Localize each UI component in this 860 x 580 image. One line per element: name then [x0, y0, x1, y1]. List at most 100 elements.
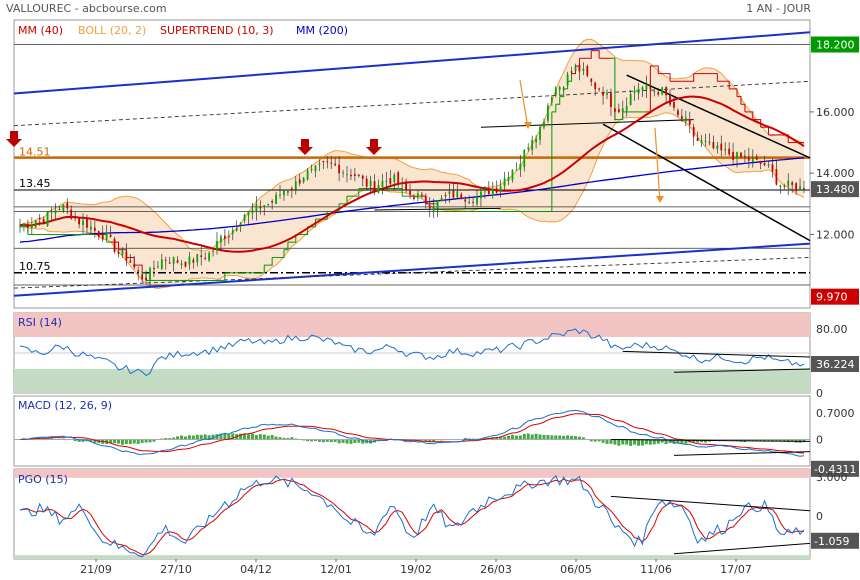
macd-hist-bar	[77, 439, 81, 442]
candle	[227, 230, 230, 244]
candle	[673, 95, 675, 111]
macd-hist-bar	[696, 439, 700, 443]
supertrend-segment	[610, 57, 616, 120]
candle-body	[220, 236, 222, 243]
candle-body	[558, 87, 561, 90]
candle-body	[539, 126, 541, 140]
candle	[799, 178, 801, 191]
macd-hist-bar	[136, 439, 140, 444]
supertrend-segment	[733, 88, 738, 97]
candle	[172, 256, 175, 272]
axis-badge-label-2: 9.970	[816, 291, 848, 304]
macd-hist-bar	[124, 439, 128, 445]
y-tick-label: 14.000	[816, 167, 855, 180]
candle	[342, 169, 344, 178]
rsi-overbought-zone	[14, 313, 810, 337]
supertrend-segment	[323, 211, 328, 220]
macd-hist-bar	[672, 439, 676, 444]
macd-hist-bar	[774, 439, 778, 442]
level-label-10-75: 10.75	[19, 260, 51, 273]
macd-hist-bar	[510, 434, 514, 440]
candle-body	[550, 97, 553, 103]
macd-hist-bar	[227, 434, 231, 440]
candle-body	[153, 267, 155, 269]
candle-body	[440, 198, 443, 202]
macd-hist-bar	[518, 435, 522, 440]
macd-hist-bar	[329, 439, 333, 443]
candle	[424, 193, 427, 209]
macd-hist-bar	[42, 438, 46, 440]
macd-hist-bar	[542, 434, 546, 440]
candle-body	[428, 205, 431, 209]
candle	[562, 85, 565, 92]
macd-hist-bar	[613, 439, 617, 445]
candle-body	[381, 180, 384, 188]
macd-hist-bar	[463, 437, 467, 440]
macd-hist-bar	[704, 439, 708, 443]
macd-hist-bar	[317, 439, 321, 442]
candle	[460, 192, 463, 200]
candle-body	[594, 82, 597, 90]
supertrend-segment	[311, 219, 316, 228]
candle	[310, 164, 313, 173]
macd-hist-bar	[219, 433, 223, 440]
candle-body	[188, 256, 191, 265]
candle-body	[696, 137, 699, 141]
macd-hist-bar	[570, 435, 574, 440]
supertrend-segment	[268, 257, 273, 266]
macd-hist-bar	[633, 439, 637, 445]
candle	[476, 189, 478, 207]
candle	[101, 225, 104, 242]
candle-body	[255, 204, 258, 212]
macd-hist-bar	[680, 439, 684, 444]
macd-hist-bar	[191, 435, 195, 440]
legend-item-2: SUPERTREND (10, 3)	[160, 24, 274, 37]
candle	[547, 103, 549, 124]
candle-body	[795, 183, 798, 192]
candle	[267, 203, 270, 207]
pgo-value-label: -1.059	[814, 535, 849, 548]
candle-body	[342, 172, 344, 174]
macd-hist-bar	[782, 439, 786, 442]
support-segment-1	[480, 119, 694, 128]
candle-body	[755, 156, 758, 160]
candle-body	[625, 106, 628, 111]
supertrend-segment	[114, 241, 119, 250]
candle	[306, 168, 309, 181]
candle	[633, 85, 636, 101]
candle	[696, 131, 699, 142]
candle-body	[688, 119, 691, 125]
candle-body	[357, 174, 360, 176]
candle-body	[90, 226, 92, 230]
supertrend-segment	[725, 80, 730, 89]
candle	[649, 80, 652, 93]
candle	[468, 195, 471, 204]
candle-body	[452, 190, 455, 198]
macd-hist-bar	[621, 439, 625, 445]
candle-body	[413, 197, 415, 199]
macd-hist-bar	[499, 436, 503, 440]
candle	[472, 196, 474, 208]
candle	[606, 89, 608, 100]
candle	[50, 207, 53, 221]
legend-item-3: MM (200)	[296, 24, 348, 37]
candle-body	[787, 180, 790, 187]
candle-body	[570, 71, 573, 73]
candle	[137, 266, 140, 281]
macd-hist-bar	[247, 434, 251, 440]
candle-body	[460, 194, 463, 200]
candle	[62, 204, 65, 213]
orange-arrow-head	[656, 196, 664, 203]
candle-body	[271, 200, 274, 203]
candle-body	[365, 178, 368, 187]
candle-body	[736, 151, 738, 159]
macd-hist-bar	[258, 434, 262, 440]
candle	[483, 186, 486, 199]
candle	[334, 157, 337, 167]
candle	[700, 135, 703, 148]
candle	[787, 173, 790, 196]
candle	[677, 108, 679, 117]
candle-body	[267, 203, 270, 205]
candle	[744, 149, 746, 163]
candle-body	[740, 152, 742, 158]
